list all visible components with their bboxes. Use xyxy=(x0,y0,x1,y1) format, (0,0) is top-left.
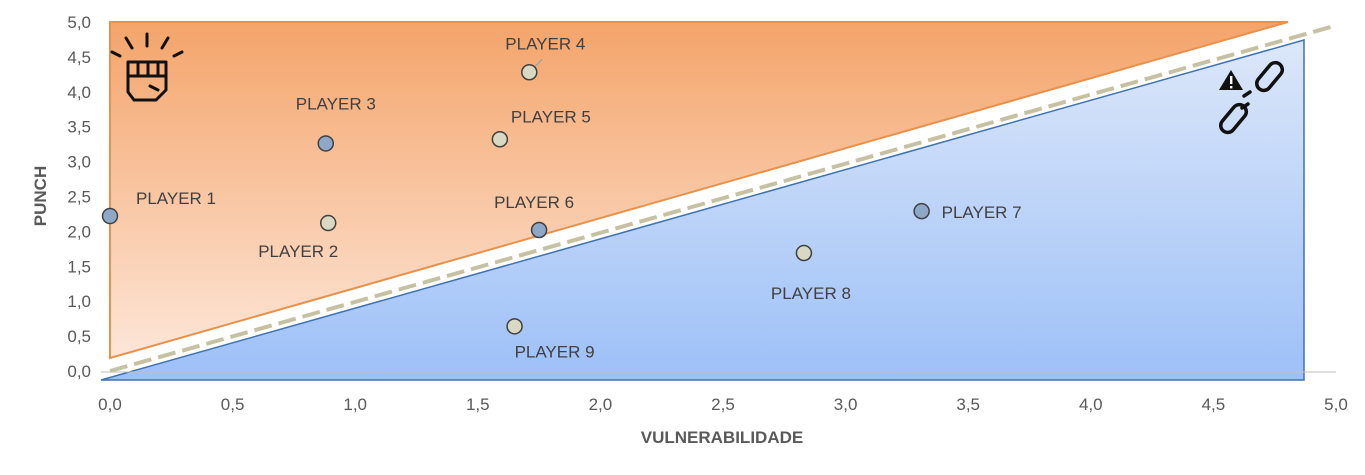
data-point xyxy=(506,318,523,335)
data-point xyxy=(491,131,509,148)
data-point-label: PLAYER 5 xyxy=(511,107,591,126)
lower-region xyxy=(100,39,1305,381)
dashed-diagonal-line xyxy=(109,23,1337,373)
label-leader-line xyxy=(533,58,543,68)
y-tick-label: 3,5 xyxy=(67,118,91,137)
data-point xyxy=(319,214,337,232)
data-points: PLAYER 1 PLAYER 2 PLAYER 3 PLAYER 4 PLAYER 5… xyxy=(101,34,1022,361)
data-point-label: PLAYER 7 xyxy=(942,203,1022,222)
x-tick-label: 2,0 xyxy=(589,395,613,414)
data-point-label: PLAYER 4 xyxy=(505,34,585,53)
data-point xyxy=(913,202,930,220)
data-point xyxy=(795,244,813,262)
x-tick-label: 4,0 xyxy=(1079,395,1103,414)
y-tick-label: 1,0 xyxy=(67,292,91,311)
upper-region xyxy=(109,21,1289,360)
fist-icon xyxy=(110,32,184,102)
data-point xyxy=(101,207,119,225)
broken-chain-warning-icon xyxy=(1218,60,1285,135)
x-tick-label: 2,5 xyxy=(711,395,735,414)
x-axis-title: VULNERABILIDADE xyxy=(641,428,803,447)
x-tick-label: 3,5 xyxy=(956,395,980,414)
y-tick-label: 4,0 xyxy=(67,83,91,102)
data-point xyxy=(530,221,548,239)
x-tick-label: 1,0 xyxy=(343,395,367,414)
y-axis-title: PUNCH xyxy=(31,166,50,226)
y-tick-label: 4,5 xyxy=(67,48,91,67)
x-tick-label: 1,5 xyxy=(466,395,490,414)
data-point-label: PLAYER 9 xyxy=(515,342,595,361)
data-point-label: PLAYER 6 xyxy=(494,193,574,212)
y-tick-label: 1,5 xyxy=(67,257,91,276)
x-tick-label: 0,5 xyxy=(221,395,245,414)
x-tick-label: 4,5 xyxy=(1202,395,1226,414)
y-tick-labels: 0,0 0,5 1,0 1,5 2,0 2,5 3,0 3,5 4,0 4,5 5,0 xyxy=(67,13,91,381)
y-tick-label: 2,5 xyxy=(67,188,91,207)
y-tick-label: 0,0 xyxy=(67,362,91,381)
data-point-label: PLAYER 1 xyxy=(136,189,216,208)
x-tick-labels: 0,0 0,5 1,0 1,5 2,0 2,5 3,0 3,5 4,0 4,5 5,0 xyxy=(98,395,1348,414)
y-tick-label: 3,0 xyxy=(67,153,91,172)
data-point-label: PLAYER 3 xyxy=(296,94,376,113)
x-tick-label: 0,0 xyxy=(98,395,122,414)
data-point xyxy=(317,135,335,152)
y-tick-label: 0,5 xyxy=(67,327,91,346)
data-point xyxy=(521,64,538,81)
x-tick-label: 3,0 xyxy=(834,395,858,414)
y-tick-label: 2,0 xyxy=(67,222,91,241)
data-point-label: PLAYER 2 xyxy=(258,242,338,261)
x-tick-label: 5,0 xyxy=(1324,395,1348,414)
data-point-label: PLAYER 8 xyxy=(771,284,851,303)
y-tick-label: 5,0 xyxy=(67,13,91,32)
